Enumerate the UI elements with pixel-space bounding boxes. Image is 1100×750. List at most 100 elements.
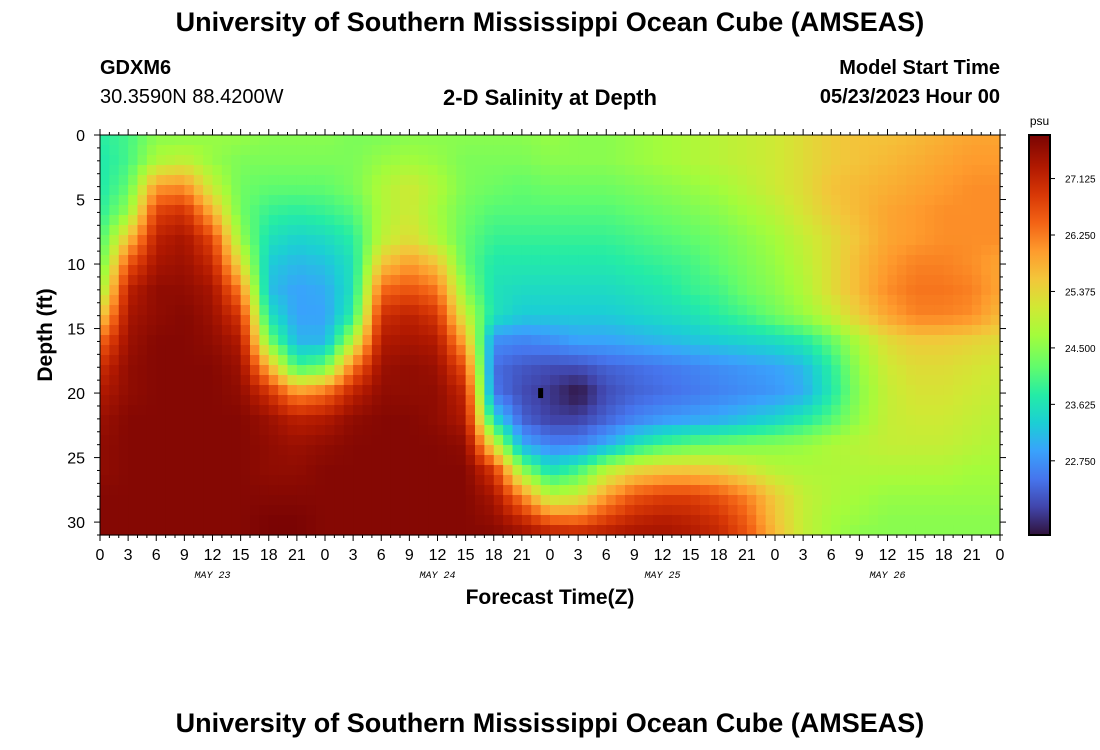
- heatmap-cell: [493, 235, 504, 246]
- heatmap-cell: [812, 435, 823, 446]
- heatmap-cell: [512, 165, 523, 176]
- heatmap-cell: [737, 225, 748, 236]
- heatmap-cell: [184, 455, 195, 466]
- heatmap-cell: [381, 245, 392, 256]
- heatmap-cell: [193, 455, 204, 466]
- heatmap-cell: [990, 275, 1001, 286]
- heatmap-cell: [559, 525, 570, 536]
- heatmap-cell: [925, 285, 935, 296]
- heatmap-cell: [615, 485, 626, 496]
- heatmap-cell: [709, 245, 720, 256]
- heatmap-cell: [193, 155, 204, 166]
- heatmap-cell: [728, 345, 739, 356]
- heatmap-cell: [165, 485, 176, 496]
- heatmap-cell: [737, 425, 748, 436]
- heatmap-cell: [306, 325, 317, 336]
- heatmap-cell: [240, 265, 251, 276]
- heatmap-cell: [765, 325, 776, 336]
- heatmap-cell: [128, 505, 139, 516]
- heatmap-cell: [203, 265, 214, 276]
- heatmap-cell: [221, 475, 232, 486]
- heatmap-cell: [915, 405, 926, 416]
- heatmap-cell: [146, 285, 157, 296]
- heatmap-cell: [418, 365, 429, 376]
- heatmap-cell: [184, 175, 195, 186]
- heatmap-cell: [850, 385, 860, 396]
- heatmap-cell: [803, 445, 814, 456]
- heatmap-cell: [493, 395, 504, 406]
- heatmap-cell: [381, 145, 392, 156]
- heatmap-cell: [728, 215, 739, 226]
- heatmap-cell: [765, 465, 776, 476]
- heatmap-cell: [493, 345, 504, 356]
- heatmap-cell: [100, 185, 110, 196]
- heatmap-cell: [906, 255, 917, 266]
- heatmap-cell: [165, 455, 176, 466]
- heatmap-cell: [953, 155, 964, 166]
- heatmap-cell: [934, 495, 945, 506]
- heatmap-cell: [343, 345, 354, 356]
- heatmap-cell: [896, 455, 907, 466]
- heatmap-cell: [737, 325, 748, 336]
- heatmap-cell: [559, 215, 570, 226]
- heatmap-cell: [596, 455, 607, 466]
- heatmap-cell: [653, 235, 664, 246]
- heatmap-cell: [615, 185, 626, 196]
- heatmap-cell: [934, 505, 945, 516]
- heatmap-cell: [400, 465, 410, 476]
- heatmap-cell: [306, 415, 317, 426]
- heatmap-cell: [859, 525, 870, 536]
- heatmap-cell: [128, 405, 139, 416]
- x-tick-label: 6: [152, 547, 161, 564]
- heatmap-cell: [343, 375, 354, 386]
- heatmap-cell: [503, 425, 514, 436]
- heatmap-cell: [128, 395, 139, 406]
- heatmap-cell: [606, 375, 617, 386]
- heatmap-cell: [400, 385, 410, 396]
- heatmap-cell: [521, 205, 532, 216]
- heatmap-cell: [643, 135, 654, 146]
- heatmap-cell: [381, 195, 392, 206]
- heatmap-cell: [634, 465, 645, 476]
- heatmap-cell: [231, 505, 242, 516]
- heatmap-cell: [718, 305, 729, 316]
- heatmap-cell: [681, 145, 692, 156]
- heatmap-cell: [250, 515, 260, 526]
- heatmap-cell: [643, 245, 654, 256]
- heatmap-cell: [990, 225, 1001, 236]
- heatmap-cell: [278, 145, 289, 156]
- heatmap-cell: [746, 505, 757, 516]
- heatmap-cell: [831, 165, 842, 176]
- heatmap-cell: [962, 415, 973, 426]
- heatmap-cell: [812, 465, 823, 476]
- heatmap-cell: [221, 395, 232, 406]
- heatmap-cell: [596, 215, 607, 226]
- heatmap-cell: [428, 315, 439, 326]
- heatmap-cell: [540, 345, 551, 356]
- heatmap-cell: [859, 265, 870, 276]
- heatmap-cell: [568, 515, 579, 526]
- heatmap-cell: [625, 475, 635, 486]
- heatmap-cell: [428, 325, 439, 336]
- heatmap-cell: [287, 295, 298, 306]
- heatmap-cell: [878, 245, 889, 256]
- heatmap-cell: [100, 395, 110, 406]
- heatmap-cell: [381, 345, 392, 356]
- heatmap-cell: [146, 215, 157, 226]
- y-tick-label: 0: [76, 128, 85, 145]
- heatmap-cell: [259, 485, 270, 496]
- heatmap-cell: [231, 355, 242, 366]
- heatmap-cell: [296, 505, 307, 516]
- heatmap-cell: [540, 265, 551, 276]
- heatmap-cell: [128, 205, 139, 216]
- heatmap-cell: [700, 265, 710, 276]
- heatmap-cell: [109, 445, 120, 456]
- heatmap-cell: [315, 395, 326, 406]
- heatmap-cell: [493, 205, 504, 216]
- heatmap-cell: [784, 225, 795, 236]
- heatmap-cell: [184, 295, 195, 306]
- heatmap-cell: [371, 335, 382, 346]
- heatmap-cell: [728, 235, 739, 246]
- heatmap-cell: [109, 205, 120, 216]
- heatmap-cell: [718, 405, 729, 416]
